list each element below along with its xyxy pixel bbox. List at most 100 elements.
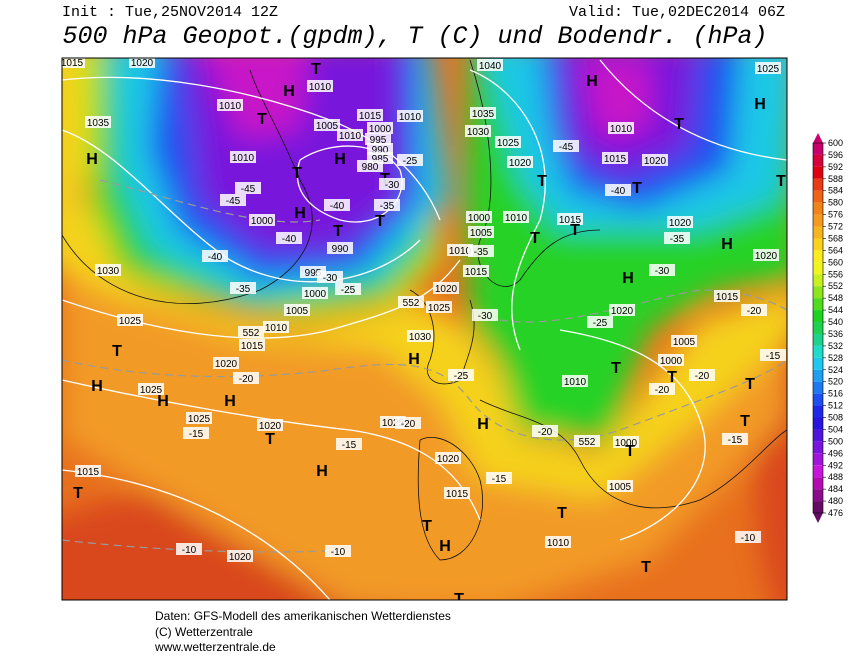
contour-label: -25 [593,318,608,329]
contour-label: 1020 [669,218,692,229]
label-box [186,412,212,424]
contour-label: 1020 [229,552,252,563]
scale-tick-label: 576 [828,210,843,220]
label-box [217,99,243,111]
contour-label: -30 [655,266,670,277]
scale-tick-label: 516 [828,389,843,399]
label-box [562,375,588,387]
scale-tick-label: 508 [828,413,843,423]
label-box [667,216,693,228]
scale-cell [813,274,823,287]
label-box [213,357,239,369]
scale-cell [813,322,823,334]
contour-label: 1015 [241,341,264,352]
label-box [230,151,256,163]
contour-label: -20 [239,374,254,385]
label-box [689,369,715,381]
contour-label: 1020 [259,421,282,432]
label-box [557,213,583,225]
scale-cell [813,262,823,275]
contour-label: 1030 [409,332,432,343]
label-box [602,152,628,164]
label-box [426,301,452,313]
label-box [365,133,391,145]
footer-copyright: (C) Wetterzentrale [155,625,253,639]
contour-label: 1020 [644,156,667,167]
scale-tick-label: 564 [828,245,843,255]
contour-label: -15 [342,440,357,451]
scale-tick-label: 572 [828,222,843,232]
contour-label: 1025 [188,414,211,425]
label-box [317,271,343,283]
map-title: 500 hPa Geopot.(gpdm), T (C) und Bodendr… [62,22,767,51]
contour-label: -25 [454,371,469,382]
scale-tick-label: 536 [828,329,843,339]
contour-label: 1010 [505,213,528,224]
contour-label: 1010 [219,101,242,112]
contour-label: 1000 [369,124,392,135]
label-box [448,369,474,381]
contour-label: -20 [538,427,553,438]
pressure-center: H [439,538,451,555]
pressure-center: H [283,83,295,100]
pressure-center: T [375,213,385,230]
scale-tick-label: 540 [828,317,843,327]
contour-label: 1015 [77,467,100,478]
contour-label: 990 [332,244,349,255]
scale-tick-label: 580 [828,198,843,208]
label-box [664,232,690,244]
scale-cell [813,405,823,418]
label-box [238,326,264,338]
contour-label: 1010 [309,82,332,93]
contour-label: 1010 [232,153,255,164]
scale-tick-label: 560 [828,257,843,267]
pressure-center: H [721,236,733,253]
contour-label: 1010 [399,112,422,123]
label-box [466,211,492,223]
label-box [117,314,143,326]
pressure-center: T [530,230,540,247]
label-box [75,465,101,477]
label-box [609,304,635,316]
contour-label: 1025 [757,64,780,75]
valid-time: Valid: Tue,02DEC2014 06Z [569,4,785,21]
contour-label: 1025 [119,316,142,327]
contour-label: -40 [282,234,297,245]
pressure-center: H [334,151,346,168]
scale-cell [813,143,823,155]
label-box [649,383,675,395]
scale-tick-label: 500 [828,436,843,446]
scale-tick-label: 584 [828,186,843,196]
pressure-center: H [157,393,169,410]
contour-label: 990 [372,145,389,156]
label-box [324,199,350,211]
scale-tick-label: 588 [828,174,843,184]
contour-label: 1025 [140,385,163,396]
pressure-center: T [73,485,83,502]
scale-cell [813,166,823,179]
contour-label: 1020 [611,306,634,317]
pressure-center: T [537,173,547,190]
label-box [397,110,423,122]
scale-cell [813,369,823,382]
scale-tick-label: 556 [828,269,843,279]
label-box [335,283,361,295]
label-box [337,129,363,141]
contour-label: 980 [362,162,379,173]
label-box [314,119,340,131]
contour-label: 1015 [716,292,739,303]
contour-label: 1020 [435,284,458,295]
contour-label: 1015 [359,111,382,122]
scale-tick-label: 600 [828,138,843,148]
pressure-center: T [265,431,275,448]
label-box [735,531,761,543]
contour-label: -25 [341,285,356,296]
label-box [327,242,353,254]
scale-cell [813,238,823,251]
pressure-center: T [311,61,321,78]
label-box [284,304,310,316]
scale-cell [813,345,823,358]
contour-label: 1020 [755,251,778,262]
contour-label: 552 [579,437,596,448]
